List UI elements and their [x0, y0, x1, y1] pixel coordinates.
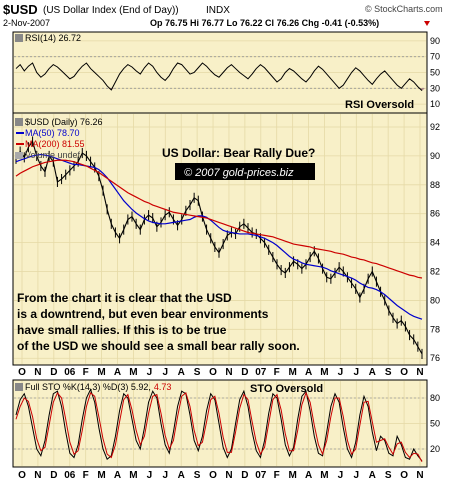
sto-x-label: O	[209, 470, 217, 481]
index-name: (US Dollar Index (End of Day))	[43, 5, 179, 16]
sto-d-line	[15, 391, 423, 462]
price-x-label: M	[288, 367, 296, 378]
price-x-label: D	[241, 367, 248, 378]
price-x-label: O	[18, 367, 26, 378]
price-x-label: A	[305, 367, 312, 378]
price-tick-label: 88	[430, 180, 440, 190]
price-x-label: F	[274, 367, 280, 378]
sto-x-label: J	[338, 470, 344, 481]
price-x-label: J	[354, 367, 360, 378]
sto-x-label: D	[50, 470, 57, 481]
sto-tick-label: 80	[430, 393, 440, 403]
sto-x-label: M	[320, 470, 328, 481]
sto-x-label: A	[178, 470, 185, 481]
rsi-tick-label: 30	[430, 83, 440, 93]
rsi-legend-swatch	[15, 34, 23, 42]
sto-tick-label: 20	[430, 444, 440, 454]
sto-x-label: M	[129, 470, 137, 481]
price-x-label: M	[129, 367, 137, 378]
price-tick-label: 76	[430, 353, 440, 363]
price-x-label: 07	[255, 367, 267, 378]
rsi-legend: RSI(14) 26.72	[25, 33, 81, 43]
watermark-box	[175, 163, 315, 180]
sto-x-label: S	[194, 470, 201, 481]
price-x-label: M	[97, 367, 105, 378]
sto-x-label: M	[288, 470, 296, 481]
sto-x-label: 07	[255, 470, 267, 481]
price-x-label: M	[320, 367, 328, 378]
sto-x-label: N	[225, 470, 232, 481]
sto-x-label: N	[34, 470, 41, 481]
price-x-label: N	[225, 367, 232, 378]
chart-title: US Dollar: Bear Rally Due?	[162, 146, 315, 160]
price-tick-label: 90	[430, 151, 440, 161]
price-legend: $USD (Daily) 76.26	[25, 117, 103, 127]
price-x-label: F	[83, 367, 89, 378]
price-x-label: O	[209, 367, 217, 378]
sto-x-label: M	[97, 470, 105, 481]
price-tick-label: 92	[430, 122, 440, 132]
volume-legend: Volume undef	[25, 150, 81, 160]
price-x-label: S	[194, 367, 201, 378]
sto-x-label: 06	[64, 470, 76, 481]
price-tick-label: 84	[430, 238, 440, 248]
watermark: © 2007 gold-prices.biz	[184, 167, 294, 179]
rsi-tick-label: 10	[430, 99, 440, 109]
sto-x-label: D	[241, 470, 248, 481]
quote-line: Op 76.75 Hi 76.77 Lo 76.22 Cl 76.26 Chg …	[150, 18, 379, 28]
rsi-tick-label: 70	[430, 52, 440, 62]
exchange: INDX	[206, 5, 230, 16]
price-x-label: A	[178, 367, 185, 378]
rsi-tick-label: 90	[430, 36, 440, 46]
sto-tick-label: 50	[430, 419, 440, 429]
sto-x-label: J	[162, 470, 168, 481]
rsi-tick-label: 50	[430, 68, 440, 78]
sto-oversold-label: STO Oversold	[250, 383, 323, 395]
volume-legend-swatch	[15, 152, 23, 159]
sto-x-label: J	[354, 470, 360, 481]
sto-x-label: A	[305, 470, 312, 481]
ma200-line	[15, 159, 423, 279]
commentary: From the chart it is clear that the USD …	[17, 291, 300, 353]
price-x-label: 06	[64, 367, 76, 378]
price-x-label: A	[114, 367, 121, 378]
price-x-label: O	[400, 367, 408, 378]
price-x-label: D	[50, 367, 57, 378]
price-x-label: A	[369, 367, 376, 378]
sto-k-line	[15, 388, 423, 462]
sto-x-label: F	[83, 470, 89, 481]
sto-x-label: O	[18, 470, 26, 481]
price-x-label: N	[34, 367, 41, 378]
price-x-label: J	[147, 367, 153, 378]
price-x-label: J	[162, 367, 168, 378]
stockcharts-logo: © StockCharts.com	[365, 4, 443, 14]
price-line	[15, 140, 423, 355]
price-x-label: N	[416, 367, 423, 378]
rsi-line	[15, 62, 423, 92]
price-tick-label: 78	[430, 324, 440, 334]
price-x-label: J	[338, 367, 344, 378]
price-x-label: S	[385, 367, 392, 378]
sto-legend-swatch	[15, 383, 23, 391]
ma50-legend: MA(50) 78.70	[25, 128, 80, 138]
rsi-oversold-label: RSI Oversold	[345, 99, 414, 111]
price-tick-label: 80	[430, 295, 440, 305]
sto-x-label: A	[114, 470, 121, 481]
price-tick-label: 86	[430, 209, 440, 219]
ma200-legend: MA(200) 81.55	[25, 139, 85, 149]
down-arrow-icon	[424, 21, 430, 26]
sto-legend: Full STO %K(14,3) %D(3) 5.92, 4.73	[25, 382, 171, 392]
sto-x-label: N	[416, 470, 423, 481]
sto-x-label: A	[369, 470, 376, 481]
sto-x-label: J	[147, 470, 153, 481]
price-tick-label: 82	[430, 267, 440, 277]
sto-x-label: F	[274, 470, 280, 481]
price-legend-swatch	[15, 118, 23, 126]
date: 2-Nov-2007	[3, 18, 50, 28]
sto-x-label: S	[385, 470, 392, 481]
symbol: $USD	[3, 2, 38, 17]
sto-x-label: O	[400, 470, 408, 481]
